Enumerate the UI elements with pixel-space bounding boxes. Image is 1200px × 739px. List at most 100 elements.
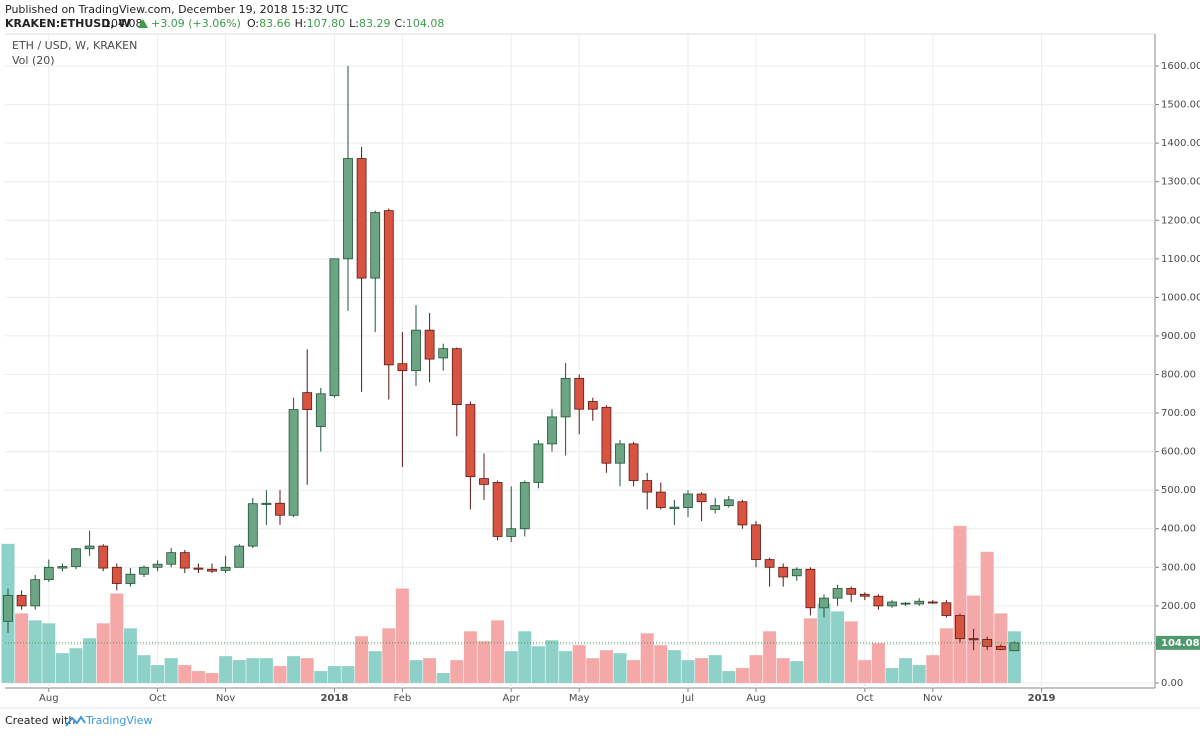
ohlc-value: 107.80 <box>307 17 346 30</box>
candle-body <box>723 499 734 507</box>
candle-body <box>927 601 938 604</box>
footer-brand: TradingView <box>85 714 152 727</box>
volume-bar <box>939 628 953 683</box>
candle-body <box>3 595 13 622</box>
volume-bar <box>572 645 586 683</box>
candle-body <box>383 210 394 366</box>
y-tick-label: 600.00 <box>1161 447 1196 458</box>
candle-body <box>846 588 857 595</box>
volume-bar <box>219 656 233 683</box>
ohlc-key: L: <box>349 17 359 30</box>
y-tick-label: 800.00 <box>1161 369 1196 380</box>
candle-body <box>587 401 598 410</box>
volume-bar <box>749 655 763 683</box>
candle-body <box>288 409 299 516</box>
grid <box>5 34 1155 688</box>
volume-bar <box>205 673 219 683</box>
candle-body <box>193 567 204 570</box>
volume-bar <box>477 641 491 683</box>
volume-bar <box>327 666 341 683</box>
volume-bar <box>450 660 464 683</box>
volume-bar <box>871 643 885 683</box>
volume-bar <box>722 671 736 683</box>
y-tick-label: 200.00 <box>1161 601 1196 612</box>
volume-bar <box>1007 631 1021 683</box>
volume-bar <box>232 660 246 683</box>
x-tick-label: Feb <box>394 693 412 704</box>
candle-body <box>1009 642 1020 652</box>
x-tick-label: Aug <box>39 693 59 704</box>
candle-body <box>207 568 217 572</box>
candle-body <box>315 393 326 427</box>
candle-body <box>683 493 693 508</box>
candle-body <box>819 597 829 609</box>
volume-bar <box>640 633 654 683</box>
volume-bar <box>763 631 777 683</box>
volume-bar <box>654 645 668 683</box>
candle-body <box>859 593 870 597</box>
volume-bar <box>341 666 355 683</box>
candle-body <box>696 493 707 503</box>
volume-bar <box>518 631 532 683</box>
y-tick-label: 1200.00 <box>1161 215 1200 226</box>
volume-bar <box>409 660 423 683</box>
symbol: KRAKEN:ETHUSD, W <box>5 17 131 30</box>
x-tick-label: May <box>569 693 590 704</box>
candle-body <box>438 348 449 359</box>
volume-bar <box>123 628 137 683</box>
ohlc-value: 104.08 <box>406 17 445 30</box>
volume-bar <box>586 658 600 683</box>
candle-body <box>914 600 925 605</box>
y-tick-label: 500.00 <box>1161 485 1196 496</box>
candle-body <box>601 406 612 464</box>
candle-body <box>479 478 489 485</box>
candle-body <box>547 416 557 445</box>
candle-body <box>900 602 911 605</box>
volume-bar <box>42 623 56 683</box>
volume-bar <box>559 651 573 683</box>
candle-body <box>560 377 571 418</box>
x-tick-label: Oct <box>149 693 166 704</box>
y-tick-label: 0.00 <box>1161 678 1183 689</box>
volume-bar <box>164 658 178 683</box>
volume-bar <box>259 658 273 683</box>
candle-body <box>710 505 721 510</box>
candle-body <box>166 552 177 565</box>
candle-body <box>982 639 993 647</box>
candle-body <box>84 545 95 550</box>
volume-bar <box>695 658 709 683</box>
candle-body <box>642 480 653 493</box>
candle-body <box>424 329 435 360</box>
candle-body <box>995 645 1006 650</box>
x-tick-label: Jul <box>681 693 694 704</box>
candle-body <box>302 392 313 410</box>
candle-body <box>343 158 353 260</box>
candle-body <box>370 212 381 279</box>
candle-body <box>71 548 81 567</box>
candle-body <box>247 503 258 547</box>
volume-bar <box>912 665 926 683</box>
last-price-box <box>1156 635 1200 650</box>
candle-body <box>451 348 462 405</box>
volume-bar <box>667 650 681 683</box>
volume-bar <box>599 650 613 683</box>
volume-bar <box>627 660 641 683</box>
volume-bar <box>110 593 124 683</box>
volume-bar <box>368 651 382 683</box>
y-tick-label: 1500.00 <box>1161 100 1200 111</box>
volume-bar <box>831 611 845 683</box>
candle-body <box>751 524 761 560</box>
volume-label: Vol (20) <box>12 54 55 67</box>
candle-body <box>220 566 231 571</box>
candle-body <box>492 482 503 537</box>
price-change: +3.09 (+3.06%) <box>151 17 241 30</box>
candle-body <box>111 566 122 584</box>
volume-bar <box>273 666 287 683</box>
volume-bar <box>463 631 477 683</box>
ohlc-value: 83.66 <box>259 17 291 30</box>
candle-body <box>655 491 666 508</box>
candle-body <box>397 363 408 372</box>
candle-body <box>791 568 802 577</box>
volume-bar <box>531 646 545 683</box>
y-tick-label: 400.00 <box>1161 524 1196 535</box>
